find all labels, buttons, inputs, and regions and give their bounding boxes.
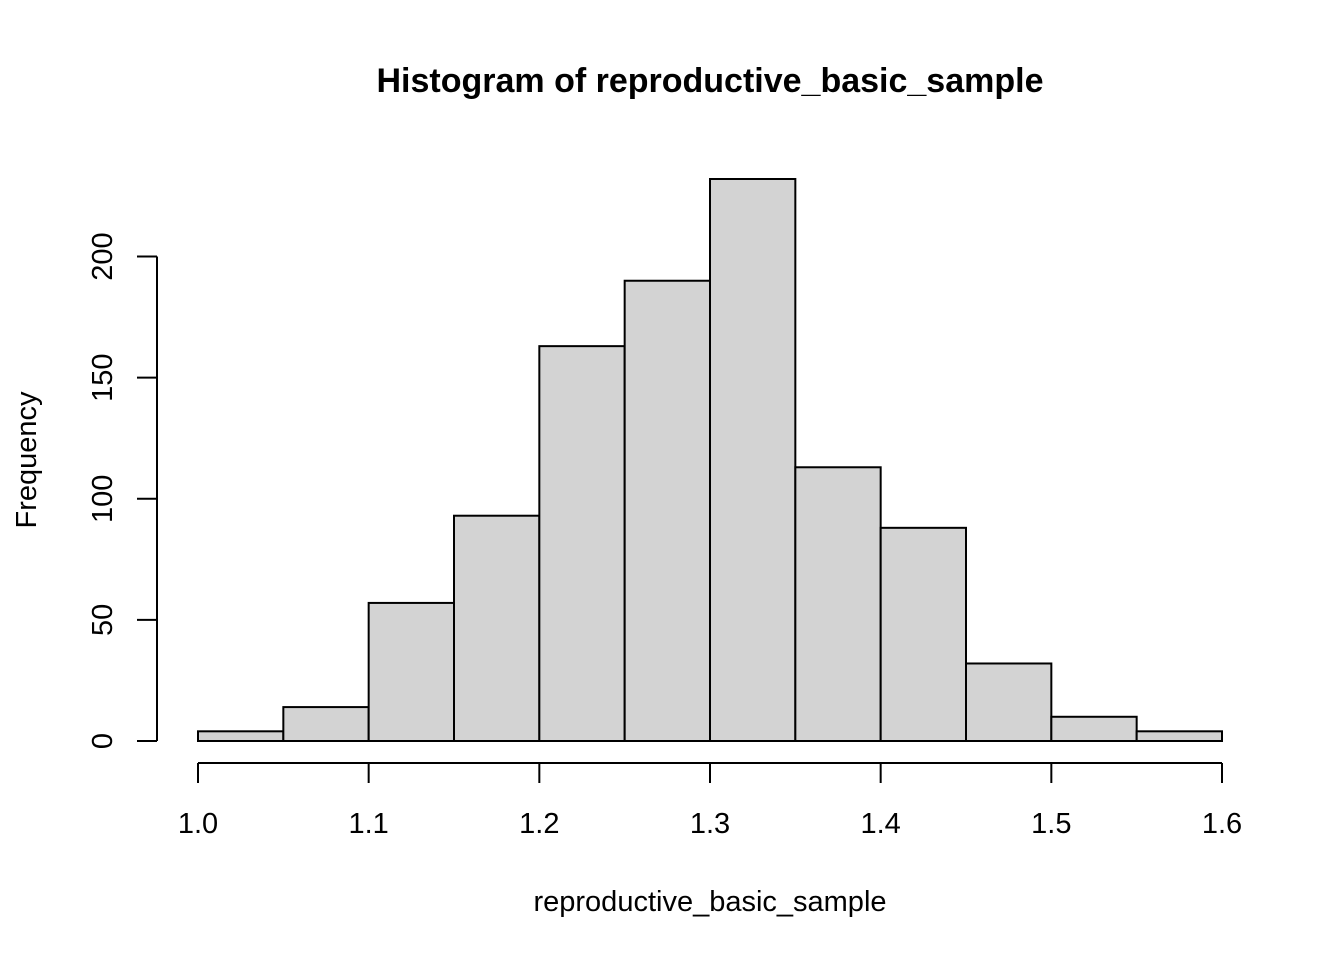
y-tick-label: 50 (87, 604, 119, 636)
x-tick-label: 1.3 (690, 808, 730, 840)
x-tick-label: 1.0 (178, 808, 218, 840)
x-axis: 1.0 1.1 1.2 1.3 1.4 1.5 1.6 (178, 762, 1242, 840)
y-tick-label: 150 (87, 353, 119, 401)
x-tick-label: 1.5 (1031, 808, 1071, 840)
x-tick-label: 1.1 (349, 808, 389, 840)
histogram-bar (709, 178, 797, 742)
bars-group (197, 178, 1223, 743)
y-tick-label: 0 (87, 733, 119, 749)
histogram-bar (282, 706, 370, 742)
x-tick-label: 1.4 (861, 808, 901, 840)
histogram-bar (965, 662, 1053, 743)
histogram-bar (623, 279, 712, 742)
x-axis-label: reproductive_basic_sample (533, 886, 886, 918)
histogram-bar (453, 514, 541, 742)
histogram-bar (538, 345, 626, 742)
histogram-bar (1135, 730, 1223, 743)
x-tick-label: 1.2 (519, 808, 559, 840)
y-tick-label: 100 (87, 475, 119, 523)
y-tick-label: 200 (87, 232, 119, 280)
y-axis: 0 50 100 150 200 (87, 232, 158, 749)
chart-title: Histogram of reproductive_basic_sample (376, 62, 1043, 100)
histogram-bar (367, 601, 455, 743)
histogram-bar (794, 466, 882, 742)
histogram-bar (879, 526, 968, 742)
y-axis-label: Frequency (11, 391, 43, 529)
histogram-bar (197, 730, 285, 743)
x-tick-label: 1.6 (1202, 808, 1242, 840)
histogram-bar (1050, 715, 1138, 743)
